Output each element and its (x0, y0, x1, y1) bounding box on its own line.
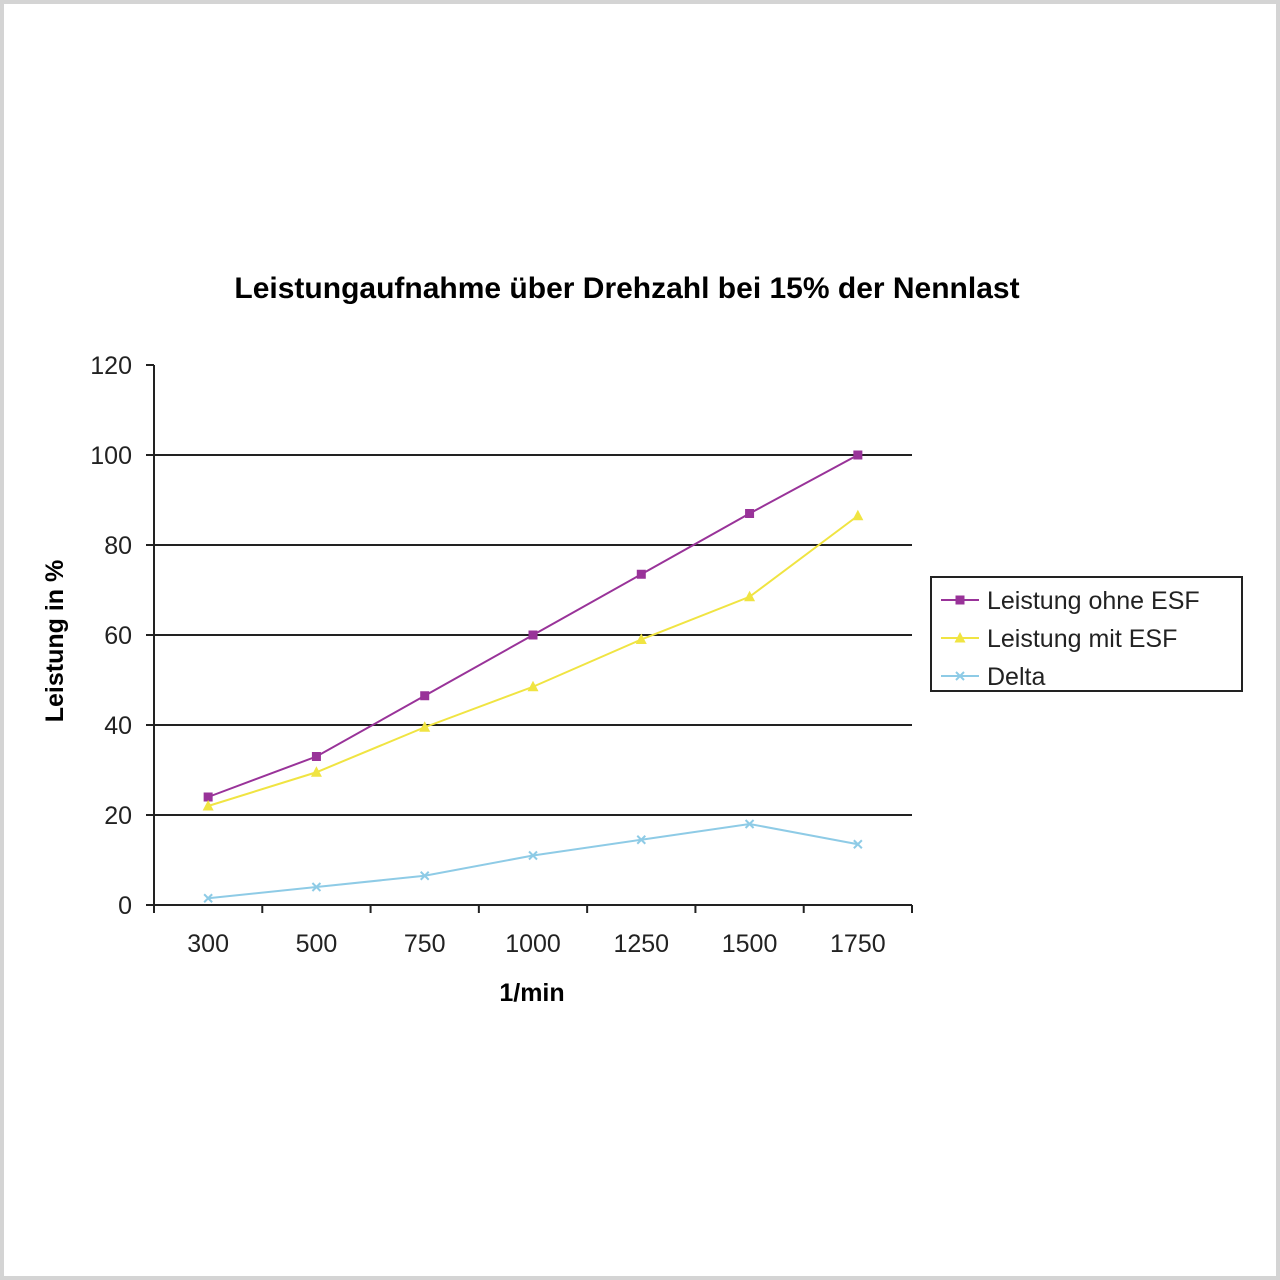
data-point (636, 569, 646, 579)
legend-item: Leistung ohne ESF (941, 587, 1200, 615)
legend: Leistung ohne ESF Leistung mit ESF Delta (930, 576, 1243, 692)
legend-marker (954, 632, 966, 643)
data-point (527, 680, 539, 692)
y-tick-label: 0 (118, 892, 132, 920)
line-chart: Leistungaufnahme über Drehzahl bei 15% d… (41, 272, 1243, 1007)
x-axis-title: 1/min (499, 979, 564, 1007)
y-tick-label: 100 (90, 442, 132, 470)
y-tick-label: 40 (104, 712, 132, 740)
x-tick-label: 300 (187, 930, 229, 958)
data-point (528, 630, 538, 640)
x-tick-label: 1250 (613, 930, 669, 958)
legend-item: Delta (941, 663, 1045, 691)
data-point (635, 633, 647, 644)
series-0 (203, 450, 863, 802)
y-tick-labels: 0 20 40 60 80 100 120 (90, 352, 132, 920)
x-tick-label: 750 (404, 930, 446, 958)
legend-box (930, 576, 1243, 692)
data-point (745, 509, 755, 518)
data-point (636, 835, 646, 845)
data-point (310, 766, 322, 777)
series-1 (202, 509, 864, 811)
data-point (853, 839, 863, 849)
series-line (208, 822, 859, 900)
data-point (203, 893, 213, 903)
data-point (853, 450, 863, 460)
data-point (202, 800, 214, 811)
legend-label: Leistung ohne ESF (987, 587, 1200, 615)
x-tick-label: 1750 (830, 930, 886, 958)
legend-marker (955, 595, 965, 605)
y-tick-label: 80 (104, 532, 132, 560)
data-point (420, 691, 430, 701)
data-point (852, 509, 864, 521)
data-point (419, 721, 431, 732)
data-point (744, 819, 755, 829)
chart-title: Leistungaufnahme über Drehzahl bei 15% d… (234, 272, 1019, 305)
legend-marker (955, 671, 965, 681)
y-axis-title: Leistung in % (41, 560, 69, 723)
axes (146, 364, 913, 913)
y-tick-label: 20 (104, 802, 132, 830)
series-line (207, 514, 859, 807)
y-tick-label: 120 (90, 352, 132, 380)
data-point (744, 590, 756, 602)
x-tick-labels: 300 500 750 1000 1250 1500 1750 (187, 930, 885, 958)
y-tick-label: 60 (104, 622, 132, 650)
x-tick-label: 1500 (722, 930, 778, 958)
series-line (207, 454, 859, 798)
series-2 (203, 819, 863, 903)
legend-item: Leistung mit ESF (941, 625, 1177, 653)
data-point (311, 752, 321, 761)
data-point (528, 850, 538, 861)
legend-label: Leistung mit ESF (987, 625, 1177, 653)
legend-label: Delta (987, 663, 1045, 691)
series-group (202, 450, 864, 903)
x-tick-label: 500 (296, 930, 338, 958)
data-point (311, 882, 322, 892)
x-tick-label: 1000 (505, 930, 561, 958)
data-point (203, 792, 213, 802)
data-point (420, 871, 430, 881)
